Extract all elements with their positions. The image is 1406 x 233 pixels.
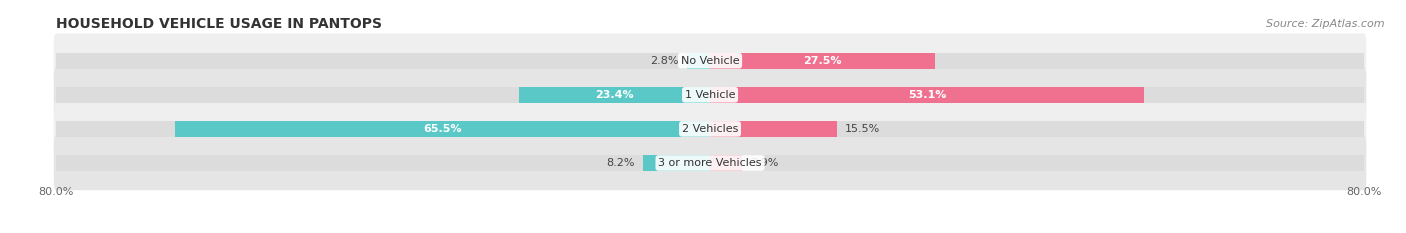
Bar	[56, 121, 710, 137]
Text: 27.5%: 27.5%	[803, 56, 842, 66]
Text: 15.5%: 15.5%	[845, 124, 880, 134]
Bar	[710, 155, 742, 171]
Bar	[519, 87, 710, 103]
Bar	[56, 155, 710, 171]
Text: 23.4%: 23.4%	[595, 90, 634, 100]
Text: No Vehicle: No Vehicle	[681, 56, 740, 66]
Legend: Owner-occupied, Renter-occupied: Owner-occupied, Renter-occupied	[593, 230, 827, 233]
Bar	[710, 121, 837, 137]
Bar	[710, 87, 1364, 103]
Bar	[710, 87, 1144, 103]
Bar	[710, 155, 1364, 171]
Bar	[710, 121, 1364, 137]
Text: 2.8%: 2.8%	[651, 56, 679, 66]
Bar	[643, 155, 710, 171]
FancyBboxPatch shape	[53, 33, 1367, 88]
Text: Source: ZipAtlas.com: Source: ZipAtlas.com	[1267, 19, 1385, 29]
Bar	[56, 87, 710, 103]
Text: 3 or more Vehicles: 3 or more Vehicles	[658, 158, 762, 168]
Bar	[688, 53, 710, 69]
Text: 1 Vehicle: 1 Vehicle	[685, 90, 735, 100]
Text: 8.2%: 8.2%	[606, 158, 636, 168]
Text: 2 Vehicles: 2 Vehicles	[682, 124, 738, 134]
Text: 53.1%: 53.1%	[908, 90, 946, 100]
FancyBboxPatch shape	[53, 136, 1367, 190]
FancyBboxPatch shape	[53, 102, 1367, 156]
Text: 3.9%: 3.9%	[749, 158, 779, 168]
Bar	[56, 53, 710, 69]
Bar	[710, 53, 1364, 69]
FancyBboxPatch shape	[53, 68, 1367, 122]
Text: HOUSEHOLD VEHICLE USAGE IN PANTOPS: HOUSEHOLD VEHICLE USAGE IN PANTOPS	[56, 17, 382, 31]
Text: 65.5%: 65.5%	[423, 124, 461, 134]
Bar	[710, 53, 935, 69]
Bar	[174, 121, 710, 137]
